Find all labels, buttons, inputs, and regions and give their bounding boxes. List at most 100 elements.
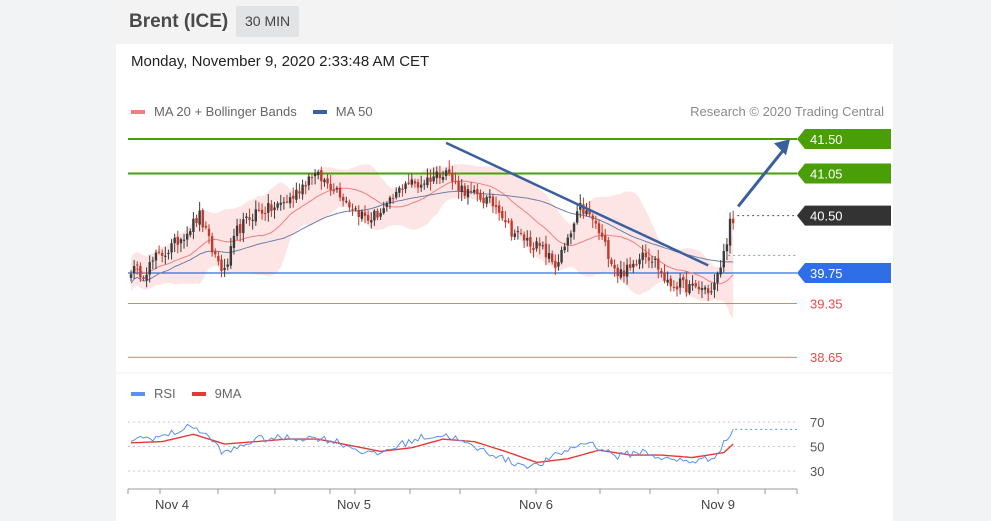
candle-body: [192, 218, 195, 232]
candle-body: [301, 184, 304, 195]
candle-body: [176, 236, 179, 245]
candle-body: [167, 252, 170, 255]
candle-body: [363, 212, 367, 216]
candle-body: [335, 188, 339, 190]
x-tick-label: Nov 4: [155, 497, 189, 512]
candle-body: [260, 209, 264, 214]
candle-body: [329, 183, 332, 190]
candle-body: [207, 228, 211, 237]
candle-body: [731, 218, 735, 224]
interval-badge[interactable]: 30 MIN: [236, 6, 300, 37]
candle-body: [725, 244, 729, 252]
candle-body: [707, 288, 710, 294]
ma20-legend-label: MA 20 + Bollinger Bands: [154, 104, 297, 119]
candle-body: [660, 270, 663, 273]
candle-body: [357, 209, 360, 217]
candle-body: [235, 225, 239, 236]
candle-body: [220, 259, 223, 271]
candle-body: [295, 189, 298, 200]
candle-body: [672, 287, 676, 289]
rsi-swatch: [131, 391, 145, 396]
candle-body: [223, 267, 226, 271]
level-tag-text-41.05: 41.05: [810, 166, 843, 181]
x-tick-label: Nov 9: [701, 497, 735, 512]
candle-body: [320, 170, 323, 182]
rsi-legend: RSI 9MA: [131, 386, 241, 401]
candle-body: [507, 221, 510, 223]
candle-body: [666, 279, 669, 283]
candle-body: [145, 274, 148, 281]
candle-body: [154, 252, 158, 261]
candle-body: [688, 284, 691, 294]
resistance-trendline: [445, 141, 709, 267]
candle-body: [716, 273, 719, 283]
candle-body: [491, 196, 495, 207]
candle-body: [263, 212, 267, 214]
candle-body: [466, 189, 470, 198]
candle-body: [685, 279, 688, 293]
candle-body: [532, 247, 535, 251]
candle-body: [535, 241, 538, 249]
candle-body: [201, 210, 204, 228]
candle-body: [448, 169, 451, 174]
candle-body: [682, 277, 685, 281]
candle-body: [245, 216, 248, 218]
candle-body: [635, 264, 638, 266]
candle-body: [488, 196, 491, 198]
candle-body: [663, 272, 666, 281]
ma50-swatch: [312, 109, 327, 114]
candle-body: [613, 264, 616, 269]
candle-body: [139, 265, 142, 278]
candle-body: [569, 233, 573, 238]
candle-body: [629, 264, 632, 268]
rsi-ma-swatch: [191, 391, 206, 396]
candle-body: [354, 208, 357, 210]
candle-body: [582, 204, 585, 215]
x-tick-label: Nov 6: [519, 497, 553, 512]
candle-body: [728, 218, 732, 246]
level-tag-text-41.50: 41.50: [810, 132, 843, 147]
candle-body: [132, 266, 136, 273]
candle-body: [170, 243, 173, 253]
candle-body: [610, 259, 613, 265]
candle-body: [616, 267, 619, 276]
candle-body: [270, 204, 273, 211]
candle-body: [432, 176, 435, 182]
candle-body: [566, 237, 569, 246]
candle-body: [395, 191, 398, 198]
candle-body: [694, 283, 697, 287]
candle-body: [279, 202, 282, 205]
candle-body: [563, 246, 566, 251]
candle-body: [360, 211, 364, 219]
candle-body: [419, 184, 423, 188]
candle-body: [719, 267, 722, 275]
candle-body: [451, 172, 454, 182]
rsi-ma-line: [130, 433, 734, 464]
candle-body: [239, 224, 242, 234]
candle-body: [251, 219, 254, 221]
candle-body: [426, 177, 429, 186]
candle-body: [398, 187, 401, 193]
candle-body: [700, 288, 704, 291]
candle-body: [416, 182, 420, 188]
candle-body: [189, 231, 192, 235]
candle-body: [267, 203, 270, 213]
candle-body: [198, 210, 201, 225]
target-arrow: [736, 148, 786, 208]
candle-body: [173, 237, 176, 244]
candle-body: [373, 210, 376, 221]
candle-body: [526, 238, 529, 241]
candle-body: [510, 220, 513, 237]
candle-body: [597, 223, 601, 234]
candle-body: [382, 208, 385, 214]
candle-body: [401, 188, 404, 190]
price-legend: MA 20 + Bollinger Bands MA 50: [131, 104, 373, 119]
candle-body: [560, 249, 563, 263]
candle-body: [441, 177, 445, 180]
candle-body: [529, 237, 532, 247]
candle-body: [469, 190, 473, 192]
level-tag-text-40.50: 40.50: [810, 209, 843, 224]
candle-body: [388, 197, 392, 204]
candle-body: [161, 253, 164, 256]
candle-body: [516, 231, 520, 233]
